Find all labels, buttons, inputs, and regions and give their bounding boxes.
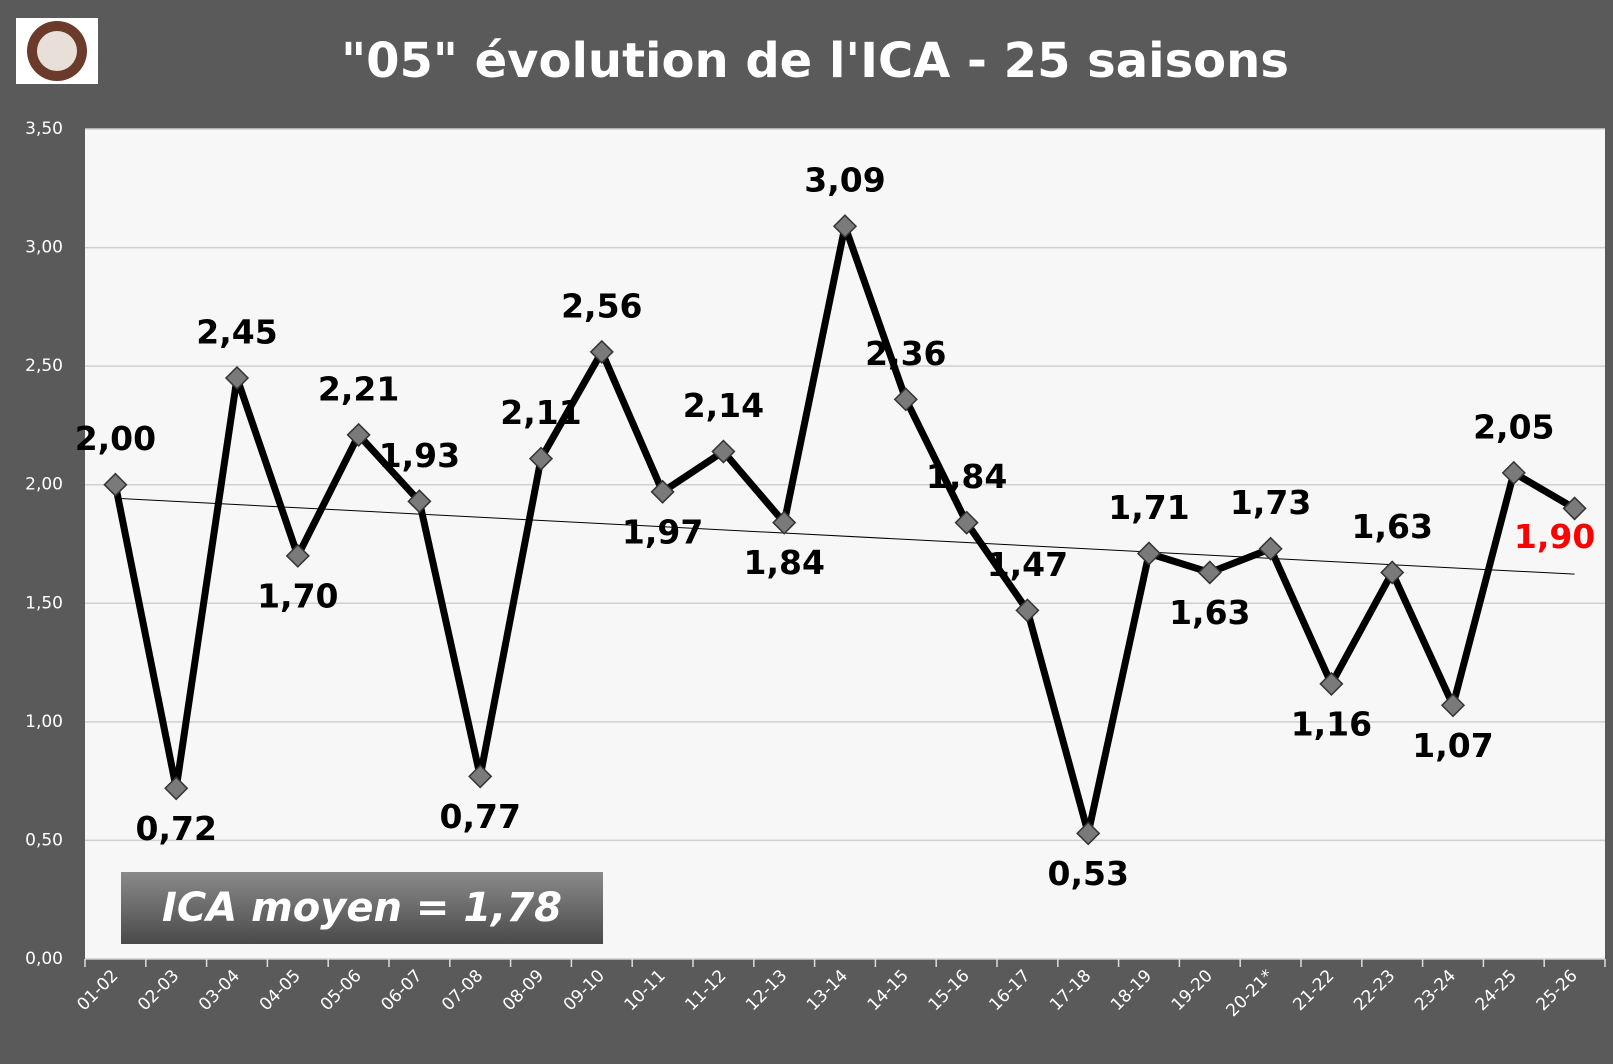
- data-label: 1,16: [1291, 704, 1372, 743]
- marker: [1319, 671, 1344, 696]
- data-label: 1,73: [1230, 483, 1311, 522]
- data-label: 2,05: [1473, 407, 1554, 446]
- marker: [1076, 821, 1101, 846]
- data-label: 2,14: [683, 386, 764, 425]
- marker: [650, 479, 675, 504]
- data-label: 2,00: [75, 419, 156, 458]
- marker: [285, 543, 310, 568]
- marker: [832, 214, 858, 239]
- marker: [1197, 560, 1222, 585]
- marker: [589, 339, 614, 364]
- marker: [224, 365, 250, 391]
- data-label: 1,63: [1169, 593, 1250, 632]
- data-label: 1,93: [379, 436, 460, 475]
- data-label: 1,70: [257, 576, 338, 615]
- marker: [954, 510, 979, 535]
- annotation: ICA moyen = 1,78: [162, 885, 562, 931]
- data-label: 1,90: [1514, 517, 1595, 556]
- logo-inner: [37, 31, 77, 71]
- data-label: 3,09: [804, 161, 885, 200]
- marker: [528, 446, 554, 471]
- data-label: 0,77: [439, 797, 520, 836]
- marker: [1380, 560, 1405, 585]
- marker: [711, 439, 736, 464]
- marker: [103, 472, 128, 497]
- marker: [1440, 693, 1466, 718]
- marker: [1015, 598, 1040, 623]
- data-label: 1,84: [743, 543, 824, 582]
- chart-title: "05" évolution de l'ICA - 25 saisons: [341, 33, 1289, 89]
- marker: [893, 387, 918, 412]
- y-tick-label: 2,00: [25, 475, 63, 495]
- trend-line: [115, 497, 1575, 575]
- data-label: 2,56: [561, 286, 642, 325]
- plot-area: [85, 129, 1605, 959]
- data-label: 1,07: [1412, 726, 1493, 765]
- marker: [1136, 541, 1162, 566]
- marker: [346, 422, 371, 447]
- y-tick-label: 3,00: [25, 238, 63, 258]
- y-tick-label: 0,00: [25, 949, 63, 969]
- data-label: 0,53: [1047, 854, 1128, 893]
- marker: [1501, 460, 1526, 485]
- data-label: 2,36: [865, 334, 946, 373]
- data-label: 2,11: [500, 393, 581, 432]
- y-tick-label: 1,00: [25, 712, 63, 732]
- data-label: 1,97: [622, 512, 703, 551]
- data-label: 0,72: [135, 809, 216, 848]
- data-label: 1,63: [1351, 507, 1432, 546]
- marker: [1562, 496, 1587, 521]
- marker: [407, 489, 432, 514]
- data-label: 2,45: [196, 313, 277, 352]
- marker: [1258, 536, 1283, 561]
- annotation-box: [121, 872, 603, 944]
- marker: [468, 764, 493, 789]
- data-label: 1,47: [987, 545, 1068, 584]
- data-label: 2,21: [318, 369, 399, 408]
- marker: [164, 776, 189, 801]
- marker: [772, 510, 797, 535]
- data-label: 1,84: [926, 457, 1007, 496]
- data-label: 1,71: [1108, 488, 1189, 527]
- y-tick-label: 1,50: [25, 593, 63, 613]
- y-tick-label: 0,50: [25, 830, 63, 850]
- y-tick-label: 3,50: [25, 119, 63, 139]
- y-tick-label: 2,50: [25, 356, 63, 376]
